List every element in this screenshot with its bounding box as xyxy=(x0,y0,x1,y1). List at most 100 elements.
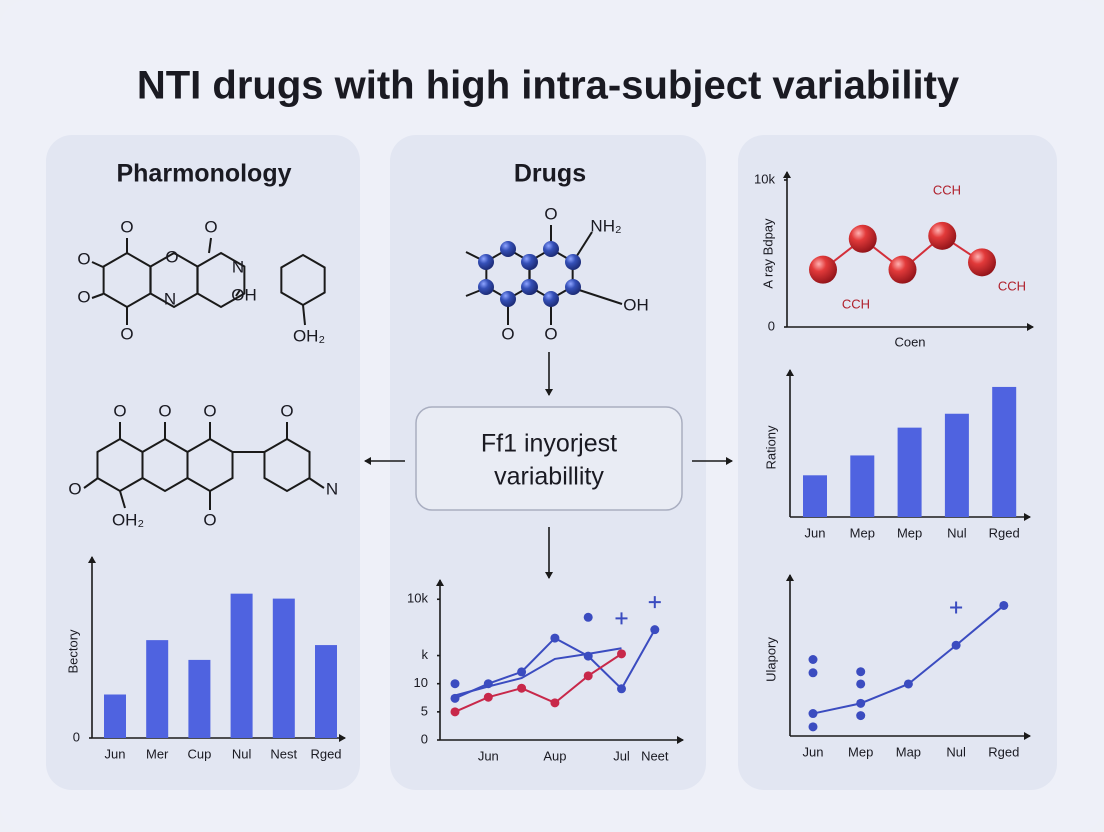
x-tick-label: Jul xyxy=(613,748,630,763)
panel-heading: Drugs xyxy=(514,160,586,188)
atom-label: O xyxy=(165,247,178,266)
x-tick-label: Jun xyxy=(105,746,126,761)
bond xyxy=(119,490,126,509)
atom xyxy=(500,241,516,257)
annotation: CCH xyxy=(842,296,870,311)
bar xyxy=(944,413,969,517)
x-tick-label: Rged xyxy=(988,744,1019,759)
data-point xyxy=(517,683,527,693)
x-tick-label: Neet xyxy=(641,748,669,763)
atom xyxy=(565,254,581,270)
x-tick-label: Map xyxy=(896,744,921,759)
atom-label: OH xyxy=(623,295,649,314)
data-point xyxy=(808,722,818,732)
atom-label: OH₂ xyxy=(293,326,325,345)
atom-label: N xyxy=(326,479,338,498)
atom-label: O xyxy=(203,510,216,529)
atom-label: O xyxy=(280,401,293,420)
data-point xyxy=(583,671,593,681)
y-tick-label: 5 xyxy=(421,703,428,718)
atom-label: N xyxy=(232,257,244,276)
atom-label: O xyxy=(501,324,514,343)
data-point xyxy=(617,684,626,694)
bond xyxy=(235,289,241,297)
atom xyxy=(543,241,559,257)
atom-label: NH₂ xyxy=(590,216,621,235)
bond xyxy=(208,237,212,254)
data-point xyxy=(517,667,527,677)
line-series xyxy=(454,653,623,713)
atom-label: O xyxy=(77,249,90,268)
panel-heading: Pharmonology xyxy=(116,160,291,188)
y-axis-label: A ray Bdpay xyxy=(760,218,775,289)
y-tick-label: 0 xyxy=(421,731,428,746)
data-point xyxy=(856,711,866,721)
data-point xyxy=(848,224,877,253)
y-tick-label: 0 xyxy=(73,729,80,744)
data-point xyxy=(856,698,866,708)
y-axis-label: Bectory xyxy=(65,629,80,674)
data-point xyxy=(928,221,957,250)
x-tick-label: Aup xyxy=(543,748,566,763)
data-point xyxy=(583,612,593,622)
box-text: variabillity xyxy=(494,463,604,491)
data-point xyxy=(888,255,917,284)
atom xyxy=(478,279,494,295)
bar xyxy=(803,475,827,517)
data-point xyxy=(856,667,866,677)
x-tick-label: Nest xyxy=(270,746,297,761)
data-point xyxy=(999,600,1009,610)
y-tick-label: 10k xyxy=(754,171,775,186)
annotation: CCH xyxy=(998,278,1026,293)
atom-label: O xyxy=(158,401,171,420)
data-point xyxy=(808,668,818,678)
bar xyxy=(315,645,337,738)
atom-label: O xyxy=(204,217,217,236)
y-tick-label: 10 xyxy=(414,675,428,690)
data-point xyxy=(809,255,837,284)
data-point xyxy=(650,625,660,635)
data-point xyxy=(856,679,866,689)
x-tick-label: Jun xyxy=(805,525,826,540)
x-tick-label: Nul xyxy=(946,744,966,759)
data-point xyxy=(550,698,560,708)
atom-label: O xyxy=(77,287,90,306)
annotation: CCH xyxy=(933,182,961,197)
line-series xyxy=(454,647,622,697)
x-tick-label: Mep xyxy=(897,525,922,540)
x-tick-label: Jun xyxy=(803,744,824,759)
atom-label: O xyxy=(544,324,557,343)
data-point xyxy=(450,693,460,703)
process-box xyxy=(415,406,683,511)
x-tick-label: Nul xyxy=(232,746,252,761)
bond xyxy=(572,287,623,305)
data-point xyxy=(648,596,661,609)
data-point xyxy=(950,601,963,614)
atom-label: N xyxy=(164,289,176,308)
x-tick-label: Nul xyxy=(947,525,967,540)
atom xyxy=(543,291,559,307)
atom xyxy=(521,279,537,295)
x-tick-label: Jun xyxy=(478,748,499,763)
x-tick-label: Mer xyxy=(146,746,169,761)
bond-ring xyxy=(196,251,246,309)
atom-label: O xyxy=(203,401,216,420)
atom-label: O xyxy=(68,479,81,498)
y-tick-label: 10k xyxy=(407,591,428,606)
atom-label: O xyxy=(120,217,133,236)
atom-label: OH₂ xyxy=(112,510,144,529)
bond xyxy=(302,304,306,326)
data-point xyxy=(550,633,560,643)
bar xyxy=(188,659,211,738)
atom xyxy=(521,254,537,270)
bar xyxy=(850,455,875,517)
atom-label: O xyxy=(120,324,133,343)
data-point xyxy=(483,692,493,702)
x-axis-label: Coen xyxy=(894,334,925,349)
data-point xyxy=(808,655,818,664)
page-title: NTI drugs with high intra-subject variab… xyxy=(137,64,960,108)
bar xyxy=(272,598,295,738)
atom-label: O xyxy=(544,204,557,223)
data-point xyxy=(903,679,913,689)
data-point xyxy=(615,612,628,625)
